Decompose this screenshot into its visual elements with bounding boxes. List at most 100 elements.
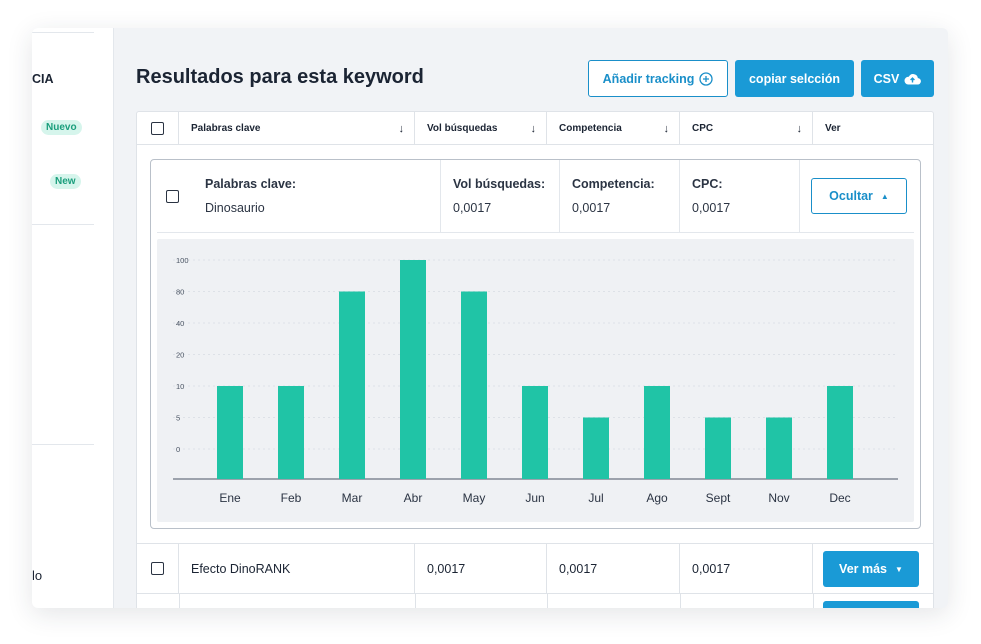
x-tick-label: Ene [219,491,241,505]
chart-bar [278,386,304,479]
cloud-upload-icon [904,72,922,85]
column-header-view: Ver [813,112,933,145]
chart-bar [705,417,731,479]
col-divider [547,593,548,608]
add-tracking-label: Añadir tracking [602,71,695,86]
copy-selection-button[interactable]: copiar selcción [735,60,854,97]
detail-label: Vol búsquedas: [453,177,546,191]
row-checkbox[interactable] [151,562,164,575]
table-row[interactable]: Efecto DinoRANK 0,0017 0,0017 0,0017 Ver… [137,543,933,608]
chart-bar [339,291,365,479]
row-divider [137,593,933,594]
search-volume-chart: 100 80 40 20 10 5 0 Ene Feb Mar Abr May Jun Jul Ago Sep… [157,239,914,522]
y-tick-label: 100 [176,256,189,265]
row-competition: 0,0017 [547,544,680,594]
nuevo-badge: Nuevo [41,120,82,135]
see-more-button[interactable]: Ver más ▼ [823,551,919,587]
results-table: Palabras clave ↓ Vol búsquedas ↓ Compete… [136,111,934,608]
page-title: Resultados para esta keyword [136,66,424,88]
csv-label: CSV [873,71,900,86]
keyword-detail-panel: Palabras clave: Dinosaurio Vol búsquedas… [150,159,921,529]
arrow-down-icon: ↓ [530,122,537,135]
new-badge: New [50,174,81,189]
chart-bar [766,417,792,479]
y-tick-label: 40 [176,319,184,328]
detail-label: Competencia: [572,177,655,191]
column-label: CPC [692,123,714,134]
detail-keyword: Palabras clave: Dinosaurio [193,160,441,232]
main-card: CIA Nuevo New lo Resultados para esta ke… [32,28,948,608]
y-tick-label: 0 [176,445,180,454]
sidebar-heading: CIA [32,72,54,86]
detail-label: Palabras clave: [205,177,297,191]
hide-details-button[interactable]: Ocultar ▲ [811,178,907,214]
arrow-down-icon: ↓ [796,122,803,135]
hide-label: Ocultar [829,189,873,203]
table-header: Palabras clave ↓ Vol búsquedas ↓ Compete… [137,112,933,145]
col-divider [415,593,416,608]
detail-competition: Competencia: 0,0017 [560,160,680,232]
detail-value: 0,0017 [692,201,731,215]
sidebar-divider [32,224,94,225]
chart-bar [522,386,548,479]
caret-up-icon: ▲ [880,191,889,201]
y-tick-label: 5 [176,414,180,423]
column-header-cpc[interactable]: CPC ↓ [680,112,813,145]
detail-select-cell [151,160,193,232]
x-tick-label: Feb [281,491,302,505]
csv-download-button[interactable]: CSV [861,60,934,97]
sidebar-item-label[interactable]: lo [32,568,43,583]
x-tick-label: Ago [646,491,668,505]
chart-bar [400,260,426,479]
see-more-button[interactable] [823,601,919,608]
detail-divider [157,232,914,233]
column-label: Ver [825,123,841,134]
chart-bar [644,386,670,479]
column-header-keyword[interactable]: Palabras clave ↓ [179,112,415,145]
chart-svg: 100 80 40 20 10 5 0 Ene Feb Mar Abr May Jun Jul Ago Sep… [173,256,898,505]
arrow-down-icon: ↓ [663,122,670,135]
detail-volume: Vol búsquedas: 0,0017 [441,160,560,232]
row-keyword: Efecto DinoRANK [179,544,415,594]
detail-value: Dinosaurio [205,201,265,215]
row-volume: 0,0017 [415,544,547,594]
x-tick-label: Mar [342,491,363,505]
arrow-down-icon: ↓ [398,122,405,135]
row-select-cell [137,544,179,594]
sidebar-divider [32,32,94,33]
column-label: Competencia [559,123,622,134]
y-tick-label: 10 [176,382,184,391]
plus-circle-icon [699,71,713,86]
detail-cpc: CPC: 0,0017 [680,160,800,232]
x-tick-label: Dec [829,491,850,505]
column-label: Palabras clave [191,123,261,134]
row-cpc: 0,0017 [680,544,813,594]
col-divider [680,593,681,608]
column-header-volume[interactable]: Vol búsquedas ↓ [415,112,547,145]
chart-bar [461,291,487,479]
detail-label: CPC: [692,177,723,191]
sidebar: CIA Nuevo New lo [32,28,114,608]
y-tick-label: 80 [176,288,184,297]
chart-bar [217,386,243,479]
chart-bar [827,386,853,479]
col-divider [813,593,814,608]
column-header-competition[interactable]: Competencia ↓ [547,112,680,145]
column-label: Vol búsquedas [427,123,498,134]
x-tick-label: Sept [706,491,731,505]
see-more-label: Ver más [839,562,888,576]
chart-bar [583,417,609,479]
detail-value: 0,0017 [453,201,492,215]
x-tick-label: Abr [404,491,423,505]
add-tracking-button[interactable]: Añadir tracking [588,60,728,97]
select-all-cell [137,112,179,145]
x-tick-label: Jun [525,491,544,505]
detail-value: 0,0017 [572,201,611,215]
x-tick-label: May [463,491,486,505]
sidebar-divider [32,444,94,445]
x-tick-label: Nov [768,491,789,505]
row-checkbox[interactable] [166,190,179,203]
y-tick-label: 20 [176,351,184,360]
caret-down-icon: ▼ [895,564,903,574]
select-all-checkbox[interactable] [151,122,164,135]
